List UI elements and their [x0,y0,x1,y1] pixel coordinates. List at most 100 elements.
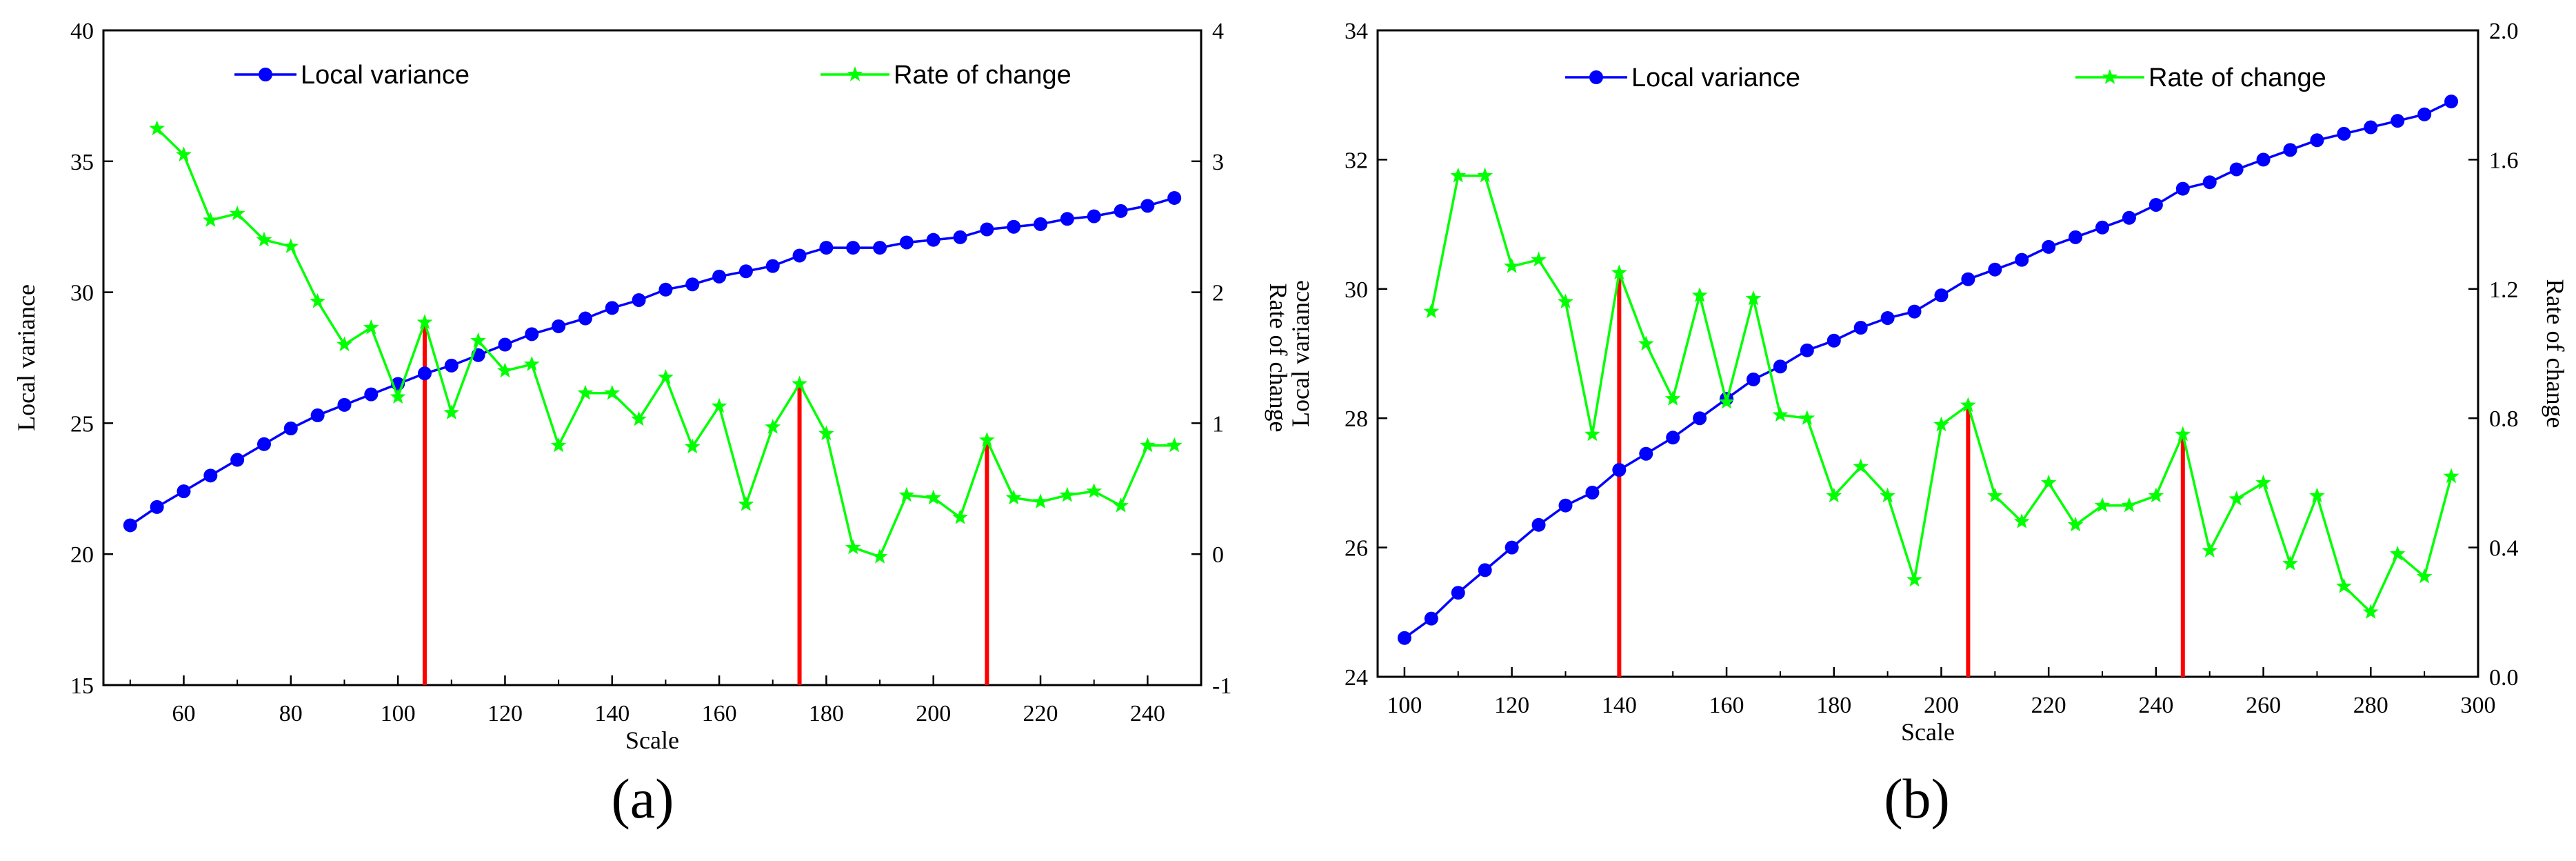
local-variance-point [685,277,700,292]
rate-of-change-point [550,437,567,453]
local-variance-point [873,241,887,255]
y-left-tick-label: 26 [1345,536,1368,562]
y-left-tick-label: 15 [70,673,94,699]
local-variance-point [2122,210,2136,225]
local-variance-point [525,327,539,342]
local-variance-point [337,397,352,412]
x-axis-label: Scale [1901,718,1955,746]
local-variance-point [1505,540,1519,555]
local-variance-point [953,230,967,244]
local-variance-point [1988,262,2002,277]
rate-of-change-point [1032,493,1049,508]
rate-of-change-point [845,539,861,555]
rate-of-change-point [1450,167,1467,183]
local-variance-point [1531,517,1546,532]
legend-label: Local variance [301,61,470,90]
y-right-tick-label: 0.0 [2489,665,2519,691]
rate-of-change-point [1772,406,1789,422]
local-variance-point [444,358,459,373]
rate-of-change-point [818,425,834,441]
x-tick-label: 160 [1709,693,1744,718]
rate-of-change-point [1745,290,1762,306]
legend-label: Rate of change [2149,63,2326,92]
rate-of-change-point [2013,513,2030,528]
local-variance-point [632,293,646,307]
rate-of-change-point [2362,604,2379,619]
legend-marker [259,68,272,81]
rate-of-change-point [658,369,674,384]
local-variance-point [1007,219,1021,234]
rate-of-change-point [1558,293,1573,309]
x-tick-label: 140 [1602,693,1637,718]
rate-of-change-point [738,496,754,511]
local-variance-point [150,499,164,514]
x-tick-label: 140 [594,701,630,726]
rate-of-change-point [1933,416,1949,432]
local-variance-point [2069,230,2083,244]
rate-of-change-point [1880,487,1895,503]
local-variance-point [578,311,592,326]
local-variance-point [1853,321,1868,335]
x-tick-label: 100 [1387,693,1422,718]
local-variance-point [177,484,191,499]
local-variance-point [1140,199,1155,213]
local-variance-point [498,337,512,352]
rate-of-change-point [711,397,727,413]
x-tick-label: 160 [702,701,737,726]
rate-of-change-point [1086,483,1103,498]
rate-of-change-point [577,384,594,400]
local-variance-line [129,197,1175,526]
local-variance-line [1403,100,2452,640]
rate-of-change-point [1584,426,1600,442]
y-left-tick-label: 30 [1345,277,1368,303]
rate-of-change-point [149,120,165,136]
rate-of-change-point [1718,393,1735,409]
local-variance-point [1961,272,1975,286]
local-variance-point [980,222,994,237]
rate-of-change-point [952,509,968,524]
local-variance-point [1424,611,1438,626]
rate-of-change-point [765,419,781,434]
x-tick-label: 60 [172,701,195,726]
legend-marker [1589,70,1603,84]
local-variance-point [2042,239,2056,254]
rate-of-change-point [416,314,433,329]
local-variance-point [819,241,834,255]
rate-of-change-point [1059,486,1076,502]
x-tick-label: 180 [809,701,844,726]
rate-of-change-point [979,432,995,447]
local-variance-point [738,264,753,279]
rate-of-change-point [684,438,701,454]
rate-of-change-point [2282,555,2298,571]
local-variance-point [2149,197,2163,212]
rate-of-change-point [229,205,245,221]
local-variance-point [658,282,673,297]
rate-of-change-point [283,238,299,253]
rate-of-change-point [2228,491,2245,506]
y-left-tick-label: 34 [1345,19,1368,44]
local-variance-point [899,235,914,250]
y-right-tick-label: 4 [1212,19,1224,44]
local-variance-point [1800,343,1814,357]
caption-b: (b) [1884,767,1950,830]
y-right-tick-label: -1 [1212,673,1231,699]
rate-of-change-point [256,231,272,247]
rate-of-change-point [1113,497,1129,513]
rate-of-change-point [1638,335,1654,351]
rate-of-change-point [1664,390,1681,406]
y-left-tick-label: 28 [1345,406,1368,432]
y-left-tick-label: 35 [70,150,94,175]
rate-of-change-point [898,486,915,502]
local-variance-point [1397,631,1411,645]
y-right-axis-label: Rate of change [2542,279,2569,428]
chart-b: (b) 100 120 140 160 180 200 220 240 260 280 300 24 2… [1287,19,2569,830]
local-variance-point [1934,288,1949,303]
rate-of-change-point [202,212,219,227]
local-variance-point [2391,114,2405,128]
rate-of-change-point [310,293,325,308]
x-tick-label: 80 [279,701,303,726]
x-tick-label: 280 [2353,693,2388,718]
x-tick-label: 120 [487,701,523,726]
local-variance-point [605,301,619,315]
